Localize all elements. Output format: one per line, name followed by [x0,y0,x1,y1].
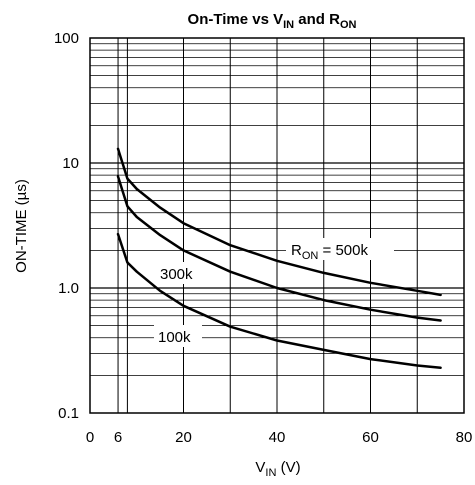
series-label-100k: 100k [154,325,202,347]
series-label-300k-text: 300k [160,266,193,283]
x-tick-labels: 0 6 20 40 60 80 [86,429,473,446]
x-tick-label: 80 [456,429,473,446]
svg-text:RON = 500k: RON = 500k [291,242,368,262]
series-label-100k-text: 100k [158,329,191,346]
series-label-300k: 300k [157,262,199,284]
series-label-500k: RON = 500k [286,238,394,262]
y-tick-label: 10 [62,155,79,172]
y-tick-label: 100 [54,30,79,47]
series-line-0 [116,147,442,297]
y-tick-label: 1.0 [58,280,79,297]
series-line-1 [116,175,442,322]
curves [116,147,442,370]
series-label-500k-main: R [291,242,302,259]
x-tick-label: 0 [86,429,94,446]
y-tick-labels: 0.1 1.0 10 100 [54,30,79,422]
x-tick-label: 20 [175,429,192,446]
x-tick-label: 60 [362,429,379,446]
series-label-500k-rest: = 500k [318,242,368,259]
x-axis-title-sub: IN [265,467,276,479]
chart-title: On-Time vs VIN and RON [188,11,357,31]
x-tick-label: 40 [269,429,286,446]
plot-frame [89,37,465,414]
title-sub-on: ON [340,19,357,31]
y-axis-title: ON-TIME (µs) [13,179,30,273]
x-axis-title: VIN (V) [255,459,300,479]
series-line-2 [116,232,442,370]
title-mid: and R [294,11,340,28]
title-sub-in: IN [283,19,294,31]
x-axis-title-main: V [255,459,265,476]
x-axis-title-unit: (V) [276,459,300,476]
title-main: On-Time vs V [188,11,284,28]
series-label-500k-sub: ON [302,250,319,262]
x-tick-label: 6 [114,429,122,446]
grid [89,38,465,413]
y-tick-label: 0.1 [58,405,79,422]
